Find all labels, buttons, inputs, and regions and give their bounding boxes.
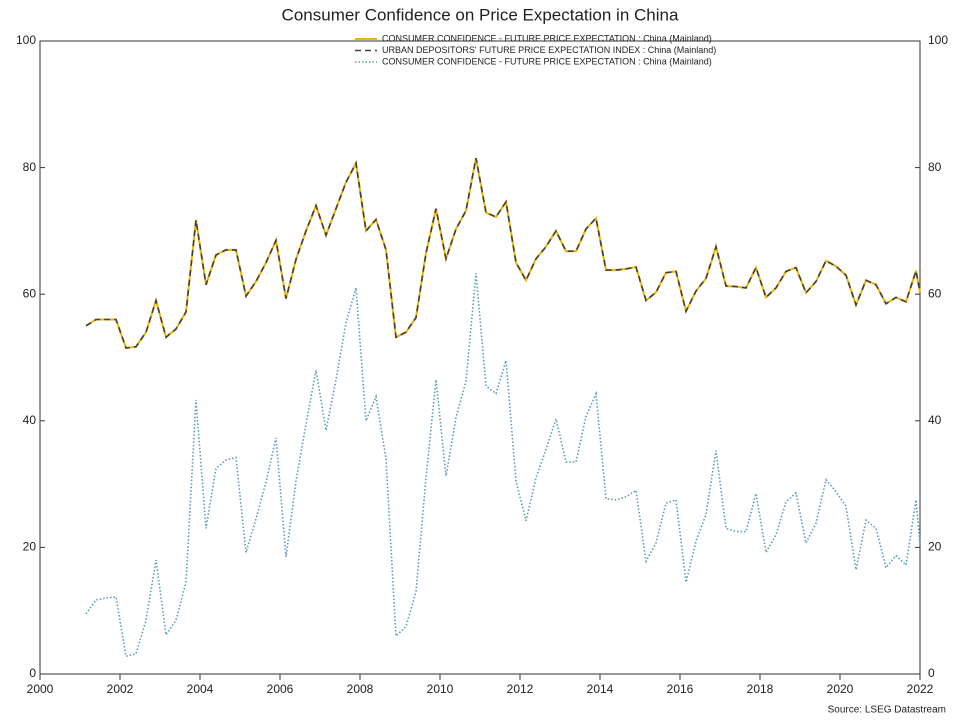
- y2-tick-label: 20: [928, 540, 942, 554]
- y-tick-label: 40: [23, 413, 37, 427]
- chart-title: Consumer Confidence on Price Expectation…: [282, 5, 679, 24]
- x-tick-label: 2016: [667, 682, 694, 696]
- x-tick-label: 2014: [587, 682, 614, 696]
- x-tick-label: 2022: [907, 682, 934, 696]
- legend-label: CONSUMER CONFIDENCE - FUTURE PRICE EXPEC…: [382, 56, 712, 66]
- legend-label: URBAN DEPOSITORS' FUTURE PRICE EXPECTATI…: [382, 45, 716, 55]
- x-tick-label: 2010: [427, 682, 454, 696]
- legend-label: CONSUMER CONFIDENCE - FUTURE PRICE EXPEC…: [382, 33, 712, 43]
- x-tick-label: 2020: [827, 682, 854, 696]
- y-tick-label: 20: [23, 540, 37, 554]
- x-tick-label: 2006: [267, 682, 294, 696]
- line-series: [85, 157, 921, 349]
- y2-tick-label: 0: [928, 666, 935, 680]
- y-tick-label: 80: [23, 160, 37, 174]
- y-tick-label: 100: [16, 33, 36, 47]
- x-tick-label: 2002: [107, 682, 134, 696]
- legend: CONSUMER CONFIDENCE - FUTURE PRICE EXPEC…: [355, 33, 716, 66]
- x-tick-label: 2012: [507, 682, 534, 696]
- x-tick-label: 2008: [347, 682, 374, 696]
- y2-tick-label: 100: [928, 33, 948, 47]
- y-tick-label: 0: [29, 666, 36, 680]
- x-tick-label: 2000: [27, 682, 54, 696]
- x-tick-label: 2004: [187, 682, 214, 696]
- plot-frame: [39, 40, 921, 675]
- y2-tick-label: 40: [928, 413, 942, 427]
- x-tick-label: 2018: [747, 682, 774, 696]
- source-note: Source: LSEG Datastream: [828, 705, 946, 716]
- line-series: [85, 273, 921, 658]
- y2-tick-label: 60: [928, 286, 942, 300]
- line-series: [85, 157, 921, 350]
- y-tick-label: 60: [23, 286, 37, 300]
- y2-tick-label: 80: [928, 160, 942, 174]
